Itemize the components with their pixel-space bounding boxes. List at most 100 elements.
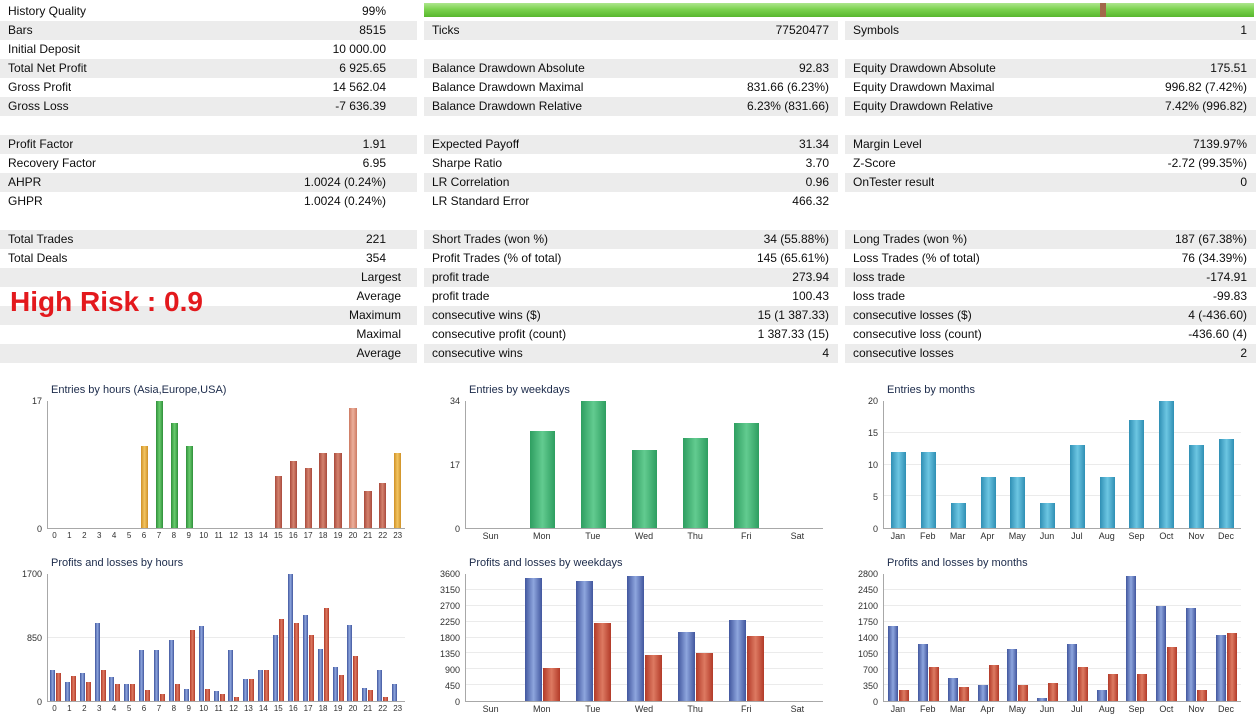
y-tick-label: 5: [872, 492, 878, 502]
x-tick-label: 21: [363, 704, 373, 713]
x-tick-label: Sun: [482, 531, 499, 541]
bar-slot: [331, 574, 346, 701]
profit-bar: [1096, 689, 1107, 701]
x-tick-label: 0: [52, 531, 57, 540]
stat-value: 175.51: [1210, 61, 1247, 75]
profit-bar: [49, 669, 55, 701]
loss-bar: [1137, 673, 1148, 701]
stat-label: Balance Drawdown Maximal: [432, 80, 584, 94]
stat-label: Short Trades (won %): [432, 232, 549, 246]
grid-line: [466, 636, 823, 638]
loss-bar: [115, 683, 121, 701]
y-tick-label: 350: [862, 681, 878, 691]
bar-slot: [884, 401, 914, 528]
y-tick-label: 2700: [439, 601, 460, 611]
x-tick-label: 23: [393, 531, 403, 540]
y-tick-label: 17: [31, 396, 42, 406]
stat-value: 76 (34.39%): [1181, 251, 1247, 265]
x-tick-label: 17: [303, 531, 313, 540]
chart-entries-by-months: Entries by months 0 5 10 15 20 Jan Feb Mar Apr May…: [837, 379, 1255, 552]
stat-row: Equity Drawdown Absolute 175.51: [845, 59, 1256, 78]
x-tick-label: Jul: [1071, 704, 1083, 714]
stat-row: Balance Drawdown Absolute 92.83: [424, 59, 838, 78]
loss-bar: [55, 672, 61, 701]
x-tick-label: Mon: [532, 704, 551, 714]
loss-bar: [264, 669, 270, 701]
loss-bar: [308, 635, 314, 701]
y-tick-label: 0: [872, 524, 878, 534]
chart-entries-by-weekdays: Entries by weekdays 0 17 34 Sun Mon Tue Wed Thu F…: [419, 379, 837, 552]
y-axis: 0 350 700 1050 1400 1750 2100 2450 2800: [837, 569, 883, 707]
profit-bar: [1215, 635, 1226, 701]
profit-bar: [362, 687, 368, 701]
entries-bar: [733, 423, 760, 528]
bar-slot: [316, 401, 331, 528]
stat-value: [386, 116, 417, 135]
entries-bar: [349, 408, 357, 528]
profit-bar: [1037, 697, 1048, 701]
y-tick-label: 2450: [857, 585, 878, 595]
report-charts-grid: Entries by hours (Asia,Europe,USA) 0 17 0 1 2…: [1, 379, 1255, 725]
loss-bar: [145, 689, 151, 701]
bar-slot: [721, 574, 772, 701]
x-axis-labels: 0 1 2 3 4 5 6 7 8 9 10 11 12 13 14 15 16 17 18 19 20 21 22 23: [47, 704, 405, 713]
x-tick-label: Feb: [919, 531, 936, 541]
stat-label: Equity Drawdown Absolute: [853, 61, 996, 75]
plot-area-wrap: 0 350 700 1050 1400 1750 2100 2450 2800: [837, 569, 1255, 707]
stat-row: loss trade -174.91: [845, 268, 1256, 287]
x-tick-label: 19: [333, 704, 343, 713]
y-tick-label: 0: [454, 697, 460, 707]
y-tick-label: 1350: [439, 649, 460, 659]
bar-slot: [227, 401, 242, 528]
profit-bar: [79, 672, 85, 701]
stat-label: Profit Factor: [8, 137, 74, 151]
stat-row: Bars 8515: [0, 21, 417, 40]
stat-row: Balance Drawdown Maximal 831.66 (6.23%): [424, 78, 838, 97]
profit-bar: [168, 639, 174, 701]
bar-slot: [914, 401, 944, 528]
stat-row: [424, 211, 838, 230]
stat-value: 7139.97%: [1192, 137, 1247, 151]
chart-profits-and-losses-by-months: Profits and losses by months 0 350 700 1050 1…: [837, 552, 1255, 725]
stat-value: [1247, 192, 1256, 211]
plot-area: [883, 574, 1241, 702]
plot-area-wrap: 0 17 34: [419, 396, 837, 534]
stat-value: 831.66 (6.23%): [746, 80, 829, 94]
history-quality-gap-marker: [1100, 3, 1107, 17]
bar-slot: [1182, 574, 1212, 701]
x-tick-label: 20: [348, 531, 358, 540]
x-tick-label: Nov: [1188, 704, 1205, 714]
bar-slot: [48, 574, 63, 701]
stat-label: consecutive losses ($): [853, 308, 972, 322]
y-tick-label: 1700: [21, 569, 42, 579]
profit-bar: [213, 691, 219, 701]
grid-line: [466, 668, 823, 670]
stat-label: [845, 211, 853, 230]
stat-row: Recovery Factor 6.95: [0, 154, 417, 173]
stat-row: Z-Score -2.72 (99.35%): [845, 154, 1256, 173]
stat-label: Sharpe Ratio: [432, 156, 503, 170]
profit-bar: [183, 689, 189, 701]
y-axis: 0 5 10 15 20: [837, 396, 883, 534]
stat-label: Gross Loss: [8, 99, 69, 113]
x-tick-label: May: [1008, 531, 1026, 541]
profit-bar: [947, 678, 958, 701]
bar-slot: [568, 574, 619, 701]
x-tick-label: Jan: [890, 704, 906, 714]
loss-bar: [958, 687, 969, 701]
stat-row: loss trade -99.83: [845, 287, 1256, 306]
entries-bar: [185, 445, 194, 528]
bar-slot: [78, 574, 93, 701]
stat-row: Margin Level 7139.97%: [845, 135, 1256, 154]
y-tick-label: 3600: [439, 569, 460, 579]
bar-slot: [212, 574, 227, 701]
stat-row: Expected Payoff 31.34: [424, 135, 838, 154]
entries-bar: [155, 401, 164, 528]
profit-bar: [139, 650, 145, 701]
y-tick-label: 1750: [857, 617, 878, 627]
bar-slot: [360, 401, 375, 528]
stat-value: 187 (67.38%): [1174, 232, 1247, 246]
stat-value: 996.82 (7.42%): [1164, 80, 1247, 94]
chart-profits-and-losses-by-weekdays: Profits and losses by weekdays 0 450 900 135…: [419, 552, 837, 725]
x-tick-label: 19: [333, 531, 343, 540]
